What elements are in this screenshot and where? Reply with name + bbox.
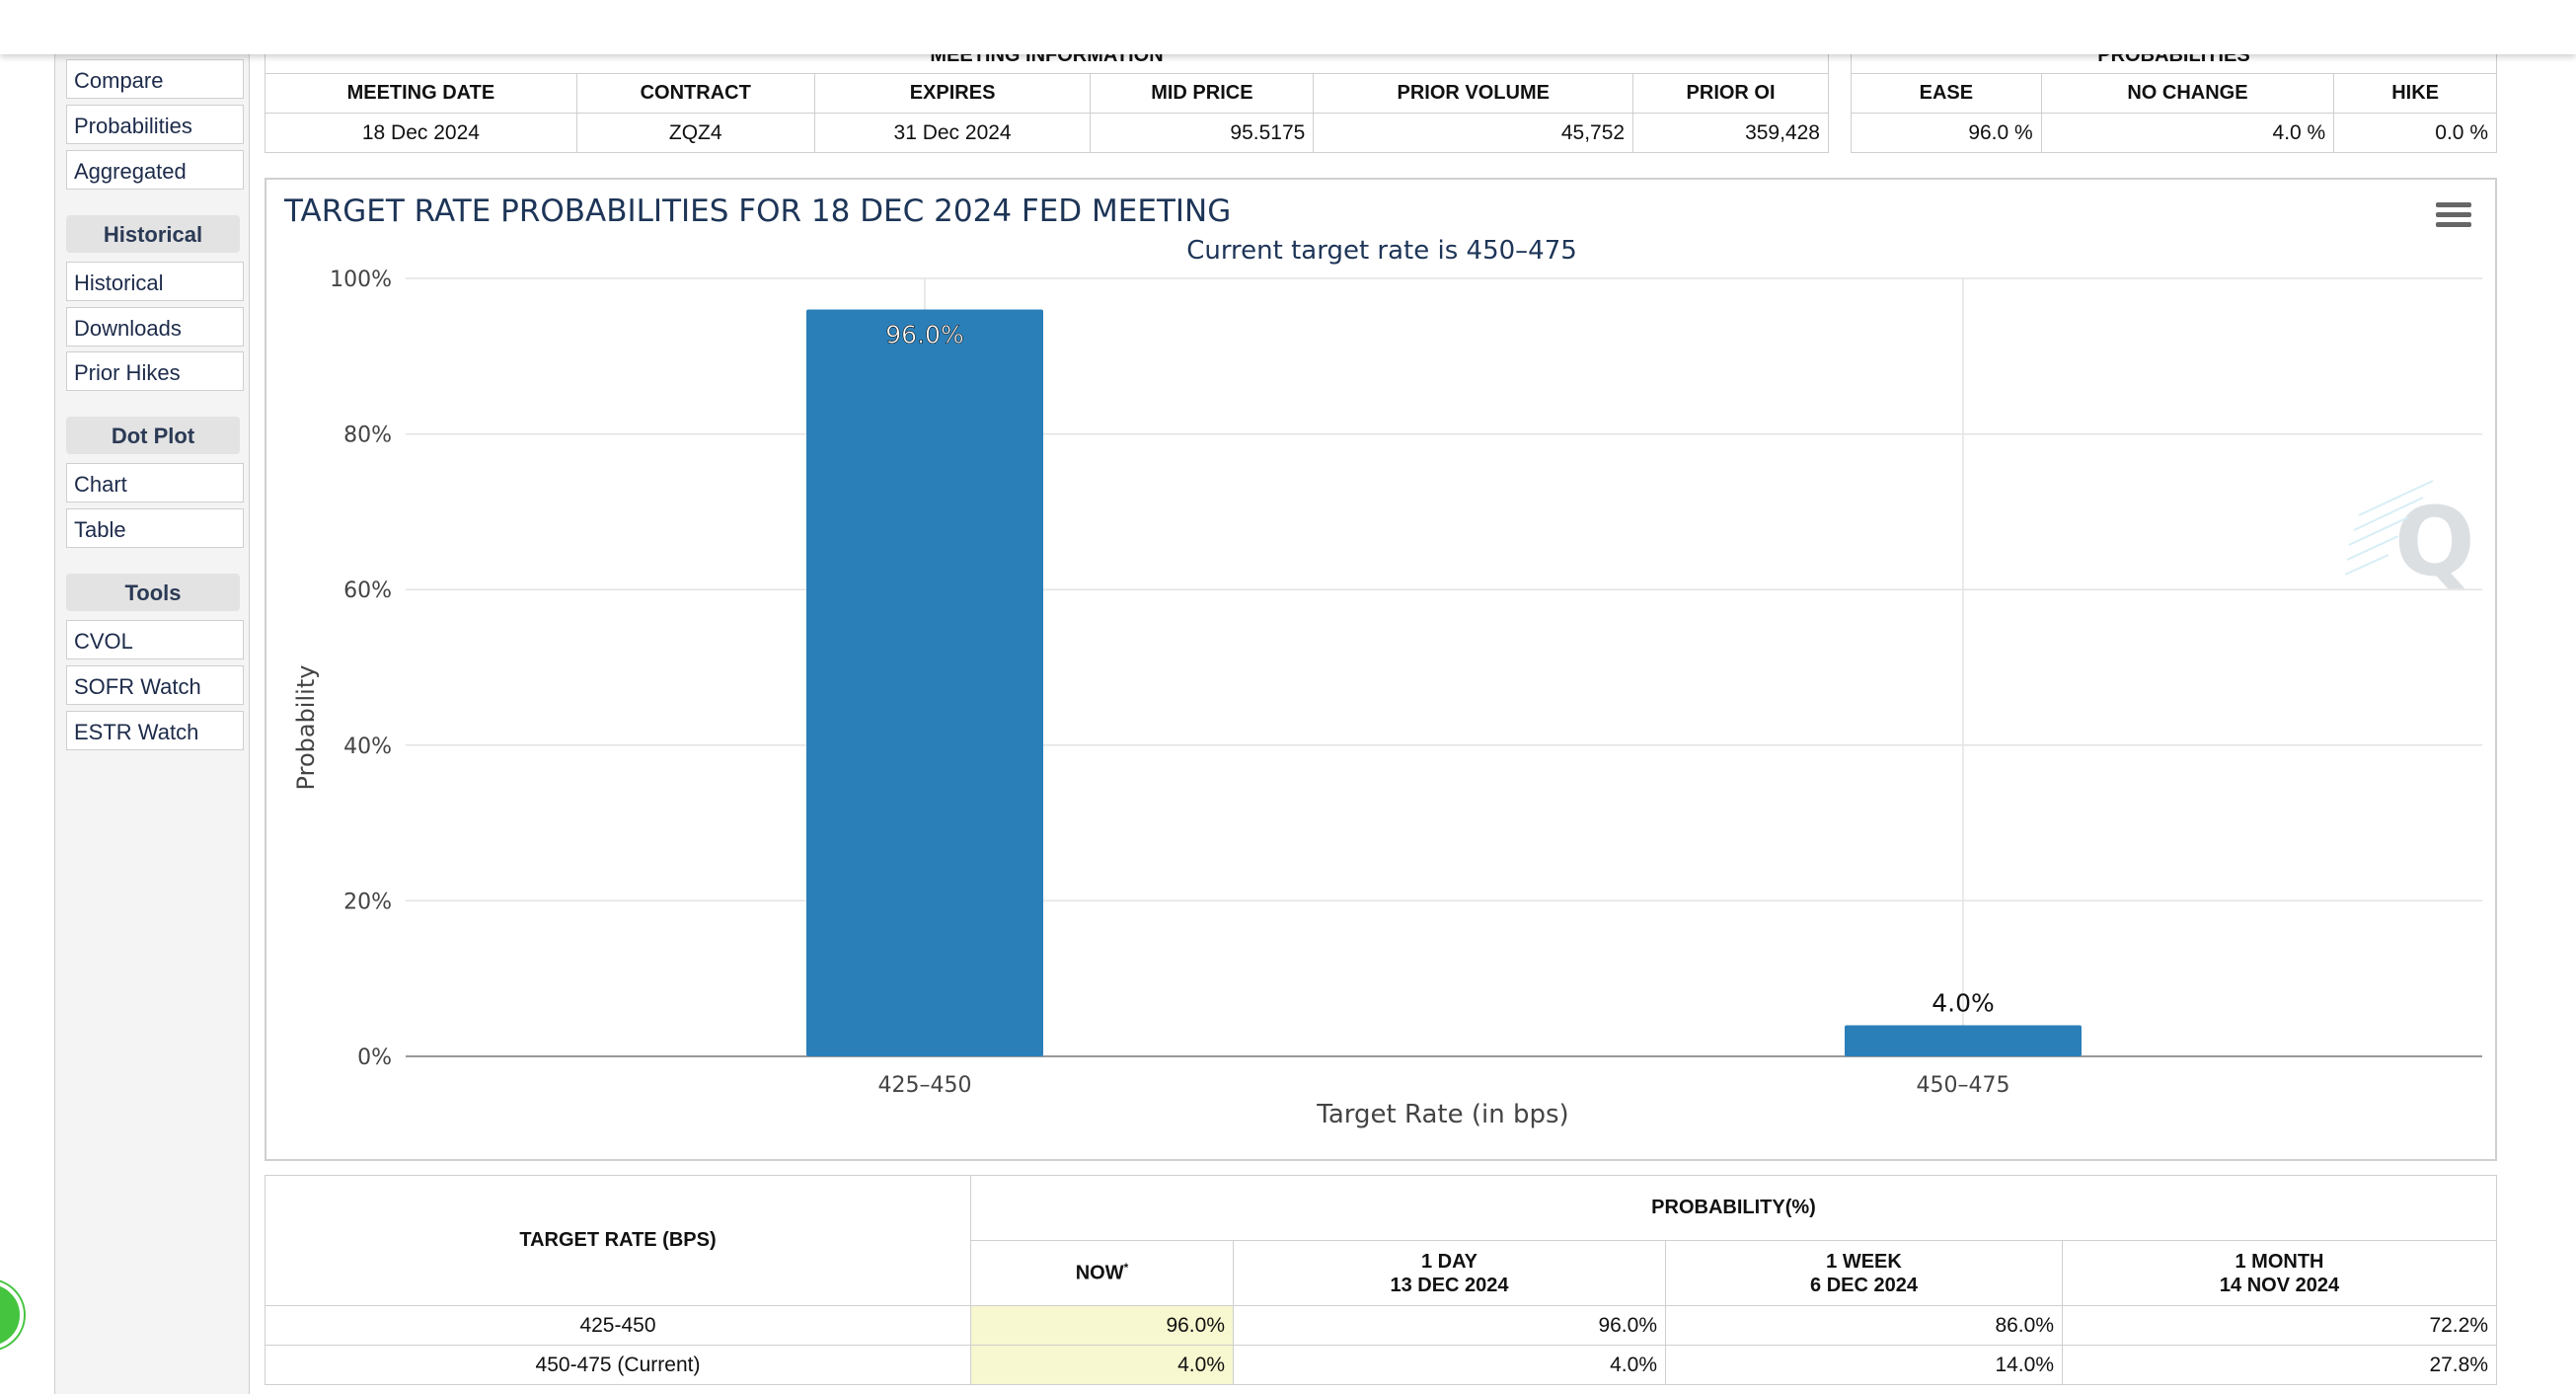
sidebar-item-table[interactable]: Table <box>66 508 244 548</box>
value-cell: 14.0% <box>1665 1345 2063 1385</box>
sidebar-section-tools: Tools <box>66 574 240 611</box>
svg-text:Q: Q <box>2394 487 2475 597</box>
hamburger-menu-icon[interactable] <box>2436 202 2471 232</box>
sidebar-item-cvol[interactable]: CVOL <box>66 620 244 659</box>
chart-panel: 0% 20% 40% 60% 80% 100% 96.0% 4.0% 425–450 450–… <box>265 178 2497 1161</box>
x-tick-label: 450–475 <box>1917 1073 2010 1098</box>
column-header-label: 1 WEEK <box>1826 1250 1902 1273</box>
y-tick-label: 80% <box>343 424 392 448</box>
sidebar-section-historical: Historical <box>66 215 240 253</box>
prior-oi-value: 359,428 <box>1632 113 1829 153</box>
x-axis-ticks: 425–450 450–475 <box>878 1073 2010 1098</box>
column-header-label: 1 DAY <box>1420 1250 1478 1273</box>
rate-cell: 425-450 <box>265 1305 971 1346</box>
expires-value: 31 Dec 2024 <box>813 113 1092 153</box>
table-row: 425-450 96.0% 96.0% 86.0% 72.2% <box>265 1305 2497 1346</box>
sidebar-item-compare[interactable]: Compare <box>66 59 244 99</box>
hike-value: 0.0 % <box>2333 113 2497 153</box>
column-header-now: NOW* <box>970 1240 1234 1306</box>
x-axis-label: Target Rate (in bps) <box>1316 1100 1568 1129</box>
sidebar-item-prior-hikes[interactable]: Prior Hikes <box>66 351 244 391</box>
meeting-date-value: 18 Dec 2024 <box>265 113 577 153</box>
table-row: 450-475 (Current) 4.0% 4.0% 14.0% 27.8% <box>265 1345 2497 1385</box>
sidebar-item-chart[interactable]: Chart <box>66 463 244 503</box>
column-header: PRIOR VOLUME <box>1313 73 1634 114</box>
column-header: CONTRACT <box>575 73 815 114</box>
column-header-1-month: 1 MONTH 14 NOV 2024 <box>2062 1240 2497 1306</box>
chart-title: TARGET RATE PROBABILITIES FOR 18 DEC 202… <box>283 194 1231 229</box>
column-header-date: 14 NOV 2024 <box>2219 1274 2340 1296</box>
chart-subtitle: Current target rate is 450–475 <box>1186 236 1577 266</box>
column-header: HIKE <box>2333 73 2497 114</box>
bar[interactable] <box>1845 1025 2082 1056</box>
sidebar-item-sofr-watch[interactable]: SOFR Watch <box>66 665 244 705</box>
whatsapp-icon[interactable] <box>0 1280 24 1350</box>
now-cell: 4.0% <box>970 1345 1234 1385</box>
column-header: NO CHANGE <box>2040 73 2335 114</box>
meeting-info-table: MEETING INFORMATION MEETING DATE CONTRAC… <box>265 38 1829 153</box>
data-label: 96.0% <box>885 321 963 349</box>
sidebar-item-estr-watch[interactable]: ESTR Watch <box>66 711 244 750</box>
column-header-date: 6 DEC 2024 <box>1810 1274 1918 1296</box>
ease-value: 96.0 % <box>1851 113 2042 153</box>
mid-price-value: 95.5175 <box>1090 113 1315 153</box>
probability-group-header: PROBABILITY(%) <box>970 1175 2497 1241</box>
probability-bar-chart: 0% 20% 40% 60% 80% 100% 96.0% 4.0% 425–450 450–… <box>283 194 2482 1129</box>
top-bar <box>0 0 2576 54</box>
probability-table: TARGET RATE (BPS) PROBABILITY(%) NOW* 1 … <box>265 1175 2497 1385</box>
now-cell: 96.0% <box>970 1305 1234 1346</box>
q-watermark-logo: Q <box>2344 480 2475 597</box>
sidebar-item-aggregated[interactable]: Aggregated <box>66 150 244 190</box>
x-tick-label: 425–450 <box>878 1073 972 1098</box>
value-cell: 4.0% <box>1233 1345 1666 1385</box>
value-cell: 86.0% <box>1665 1305 2063 1346</box>
column-header-date: 13 DEC 2024 <box>1390 1274 1509 1296</box>
column-header: MID PRICE <box>1090 73 1315 114</box>
sidebar-item-historical[interactable]: Historical <box>66 262 244 301</box>
no-change-value: 4.0 % <box>2040 113 2335 153</box>
y-tick-label: 60% <box>343 579 392 603</box>
value-cell: 27.8% <box>2062 1345 2497 1385</box>
data-label: 4.0% <box>1932 988 1995 1017</box>
chart-bars: 96.0% 4.0% <box>806 309 2082 1056</box>
now-label: NOW <box>1075 1262 1124 1284</box>
now-footnote-mark: * <box>1123 1261 1129 1276</box>
column-header: MEETING DATE <box>265 73 577 114</box>
contract-value: ZQZ4 <box>575 113 815 153</box>
column-header: EASE <box>1851 73 2042 114</box>
prior-volume-value: 45,752 <box>1313 113 1634 153</box>
sidebar-item-probabilities[interactable]: Probabilities <box>66 105 244 144</box>
column-header: PRIOR OI <box>1632 73 1829 114</box>
y-tick-label: 100% <box>330 268 392 292</box>
sidebar-section-dot-plot: Dot Plot <box>66 417 240 454</box>
rate-cell: 450-475 (Current) <box>265 1345 971 1385</box>
y-tick-label: 0% <box>357 1046 392 1070</box>
target-rate-header: TARGET RATE (BPS) <box>265 1175 971 1306</box>
column-header-1-day: 1 DAY 13 DEC 2024 <box>1233 1240 1666 1306</box>
value-cell: 96.0% <box>1233 1305 1666 1346</box>
y-tick-label: 40% <box>343 735 392 759</box>
sidebar-item-downloads[interactable]: Downloads <box>66 307 244 347</box>
probabilities-summary-table: PROBABILITIES EASE NO CHANGE HIKE 96.0 %… <box>1851 38 2497 153</box>
value-cell: 72.2% <box>2062 1305 2497 1346</box>
column-header: EXPIRES <box>813 73 1092 114</box>
y-axis-label: Probability <box>292 665 320 791</box>
column-header-1-week: 1 WEEK 6 DEC 2024 <box>1665 1240 2063 1306</box>
y-tick-label: 20% <box>343 890 392 914</box>
y-axis-ticks: 0% 20% 40% 60% 80% 100% <box>330 268 392 1070</box>
column-header-label: 1 MONTH <box>2235 1250 2324 1273</box>
bar[interactable] <box>806 309 1043 1056</box>
chart-grid <box>406 277 2482 1057</box>
